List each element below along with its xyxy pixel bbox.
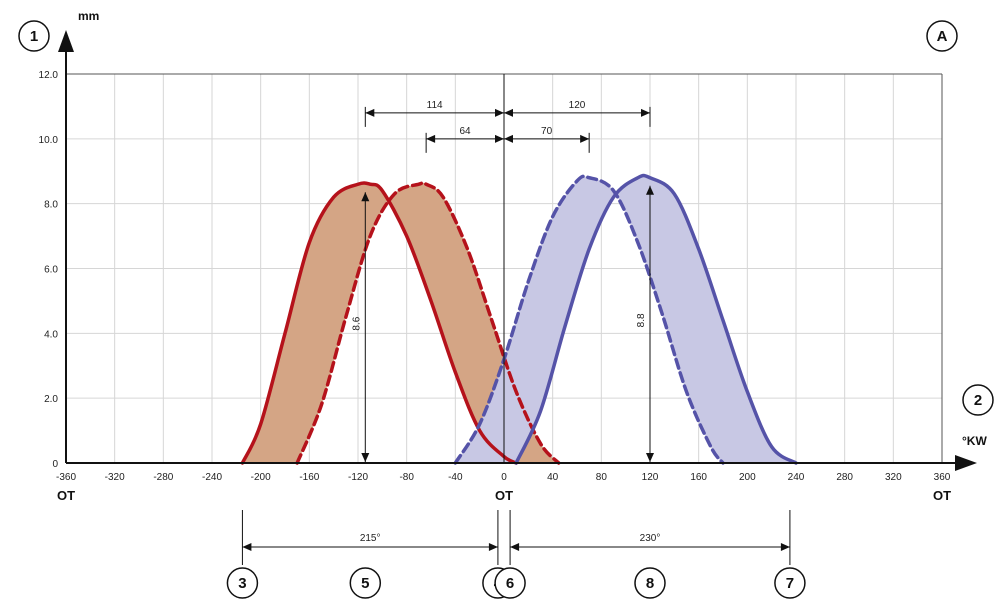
x-tick-label: -200	[251, 472, 271, 483]
ot-labels: OT OT OT	[57, 488, 951, 503]
duration-arrow-right	[780, 543, 790, 551]
duration-arrow-right	[488, 543, 498, 551]
y-tick-label: 2.0	[44, 394, 58, 405]
badge-circle	[774, 567, 806, 599]
x-tick-label: -280	[153, 472, 173, 483]
height-dim-arrow-down	[646, 453, 654, 462]
duration-arrow-left	[510, 543, 520, 551]
top-dim-arrow-left	[504, 108, 513, 117]
valve-curve-3	[514, 173, 798, 465]
x-tick-label: 0	[501, 472, 507, 483]
badge-circle	[494, 567, 526, 599]
x-tick-label: 320	[885, 472, 902, 483]
valve-curve-1	[295, 181, 561, 465]
badge-label: 5	[361, 575, 369, 592]
top-dim-arrow-right	[641, 108, 650, 117]
duration-arrow-left	[242, 543, 252, 551]
x-tick-label: 360	[934, 472, 951, 483]
height-dim-label: 8.6	[351, 316, 362, 330]
badge-circle	[962, 384, 994, 416]
top-dim-label: 114	[427, 100, 443, 111]
dimension-annotations: 114 120 64 70 8.6 8.8 215° 230°	[241, 100, 791, 565]
y-tick-label: 4.0	[44, 329, 58, 340]
y-tick-labels: 0 2.0 4.0 6.0 8.0 10.0 12.0	[39, 70, 59, 470]
x-tick-label: 280	[836, 472, 853, 483]
badge-label: A	[937, 28, 948, 45]
ot-label: OT	[495, 488, 513, 503]
x-tick-labels: -360 -320 -280 -240 -200 -160 -120 -80 -40 0 40 80 1…	[56, 472, 951, 483]
badge-circle	[226, 567, 259, 599]
duration-dim-label: 215°	[360, 533, 381, 544]
x-tick-label: -240	[202, 472, 222, 483]
x-tick-label: -40	[448, 472, 463, 483]
top-dim-arrow-left	[426, 134, 436, 143]
top-dim-arrow-left	[504, 134, 513, 143]
top-dim-arrow-right	[495, 108, 504, 117]
x-tick-label: 200	[739, 472, 756, 483]
overlap-fill-0	[242, 182, 559, 464]
x-tick-label: -160	[299, 472, 319, 483]
height-dim-arrow-up	[361, 192, 370, 202]
height-dim-label: 8.8	[636, 313, 647, 327]
y-tick-label: 10.0	[39, 135, 59, 146]
badge-label: 3	[238, 575, 246, 592]
x-tick-label: -320	[105, 472, 125, 483]
y-tick-label: 8.0	[44, 200, 58, 211]
top-dim-arrow-right	[495, 134, 504, 143]
ot-label: OT	[933, 488, 951, 503]
x-tick-label: 120	[642, 472, 659, 483]
badge-label: 6	[506, 575, 514, 592]
y-axis-unit: mm	[78, 9, 99, 23]
y-tick-label: 0	[52, 459, 58, 470]
x-axis-unit: °KW	[962, 434, 987, 448]
x-tick-label: 80	[596, 472, 608, 483]
height-dim-arrow-down	[361, 453, 370, 462]
y-tick-label: 12.0	[39, 70, 59, 81]
duration-dim-label: 230°	[640, 533, 661, 544]
top-dim-arrow-right	[580, 134, 590, 143]
ot-label: OT	[57, 488, 75, 503]
height-dim-arrow-up	[646, 185, 654, 195]
badge-circle	[18, 20, 50, 52]
badge-label: 2	[974, 392, 982, 409]
top-dim-label: 64	[460, 126, 472, 137]
top-dim-label: 120	[569, 100, 586, 111]
valve-curve-0	[240, 181, 518, 465]
badge-label: 7	[786, 575, 794, 592]
x-tick-label: 240	[788, 472, 805, 483]
x-tick-label: -360	[56, 472, 76, 483]
badge-label: 1	[30, 28, 38, 45]
x-tick-label: 40	[547, 472, 559, 483]
badge-circle	[634, 567, 666, 599]
x-tick-label: 160	[690, 472, 707, 483]
y-tick-label: 6.0	[44, 265, 58, 276]
top-dim-label: 70	[541, 126, 553, 137]
badge-circle	[926, 20, 958, 52]
overlap-fills	[242, 175, 796, 464]
overlap-fill-1	[455, 175, 796, 463]
x-tick-label: -120	[348, 472, 368, 483]
badge-circle	[349, 567, 382, 599]
number-badges: 12A354687	[18, 20, 994, 599]
badge-label: 8	[646, 575, 654, 592]
top-dim-arrow-left	[365, 108, 375, 117]
x-tick-label: -80	[399, 472, 414, 483]
